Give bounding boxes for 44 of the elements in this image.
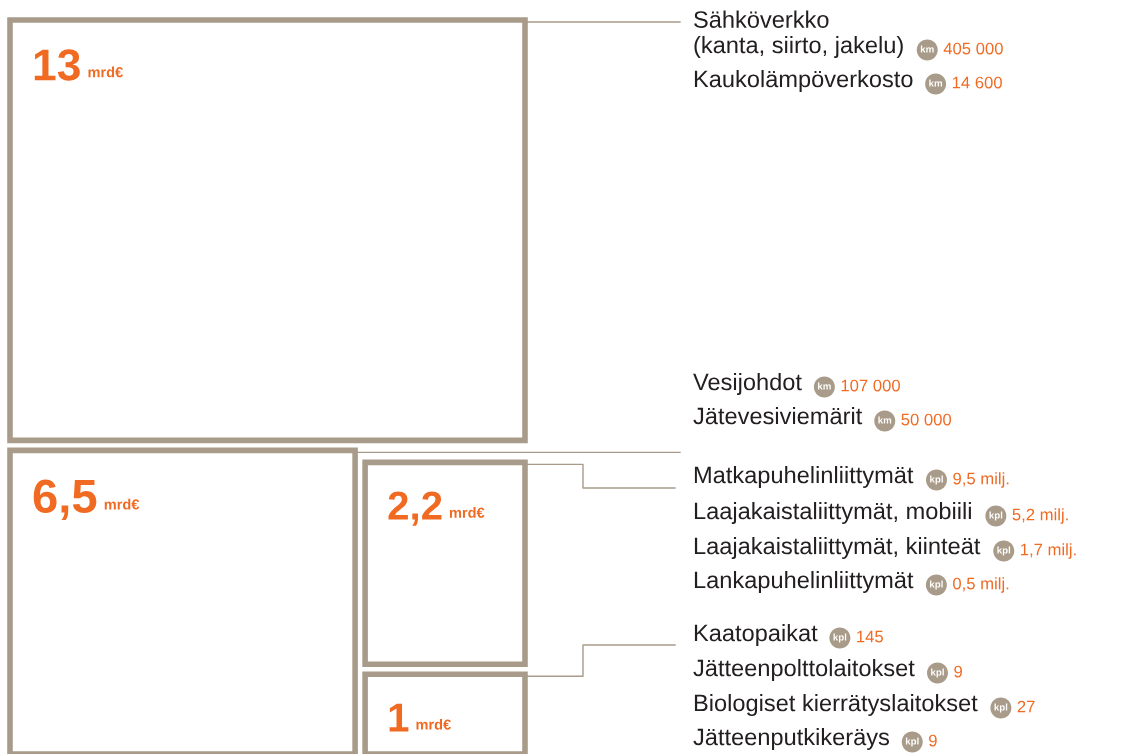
text: 107 000 [841,379,900,392]
text: kpl [989,511,1003,521]
text: Sähköverkko (kanta, siirto, jakelu) [694,10,903,58]
text: Kaatopaikat [694,623,818,646]
data-label: 13 [34,49,80,81]
text: Vesijohdot [693,372,802,395]
text: mrd€ [416,719,451,730]
text: 14 600 [952,76,1002,89]
text: kpl [905,737,919,747]
text: Kaukolämpöverkosto [694,69,913,92]
text: kpl [930,475,943,485]
text: kpl [994,703,1008,713]
data-label: 2,2 [388,491,442,526]
text: mrd€ [104,498,140,510]
text: km [929,79,943,87]
text: Lankapuhelinliittymät [694,570,914,593]
text: mrd€ [449,507,485,518]
text: km [878,416,892,424]
text: km [920,45,934,53]
text: Matkapuhelinliittymät [694,465,914,488]
text: Jätevesiviemärit [693,406,863,425]
text: 405 000 [943,42,1003,55]
text: 27 [1017,700,1035,713]
text: 9 [954,665,962,678]
text: kpl [833,633,847,643]
text: Laajakaistaliittymät, kiinteät [694,536,981,559]
text: km [818,382,831,390]
text: 145 [857,630,883,643]
text: Laajakaistaliittymät, mobiili [694,501,971,524]
text: Biologiset kierrätyslaitokset [694,693,978,716]
text: Jätteenputkikeräys [693,727,890,750]
text: mrd€ [88,66,123,78]
text: 0,5 milj. [953,577,1009,593]
data-label: 1 [389,703,409,732]
text: 1,7 milj. [1021,543,1076,559]
text: 50 000 [901,413,952,426]
text: 9 [929,734,937,747]
data-label: 6,5 [33,479,97,520]
text: kpl [997,546,1011,556]
text: kpl [931,668,944,678]
text: Jätteenpolttolaitokset [693,658,915,681]
text: 9,5 milj. [953,472,1009,488]
text: kpl [930,580,943,590]
text: 5,2 milj. [1012,508,1068,524]
